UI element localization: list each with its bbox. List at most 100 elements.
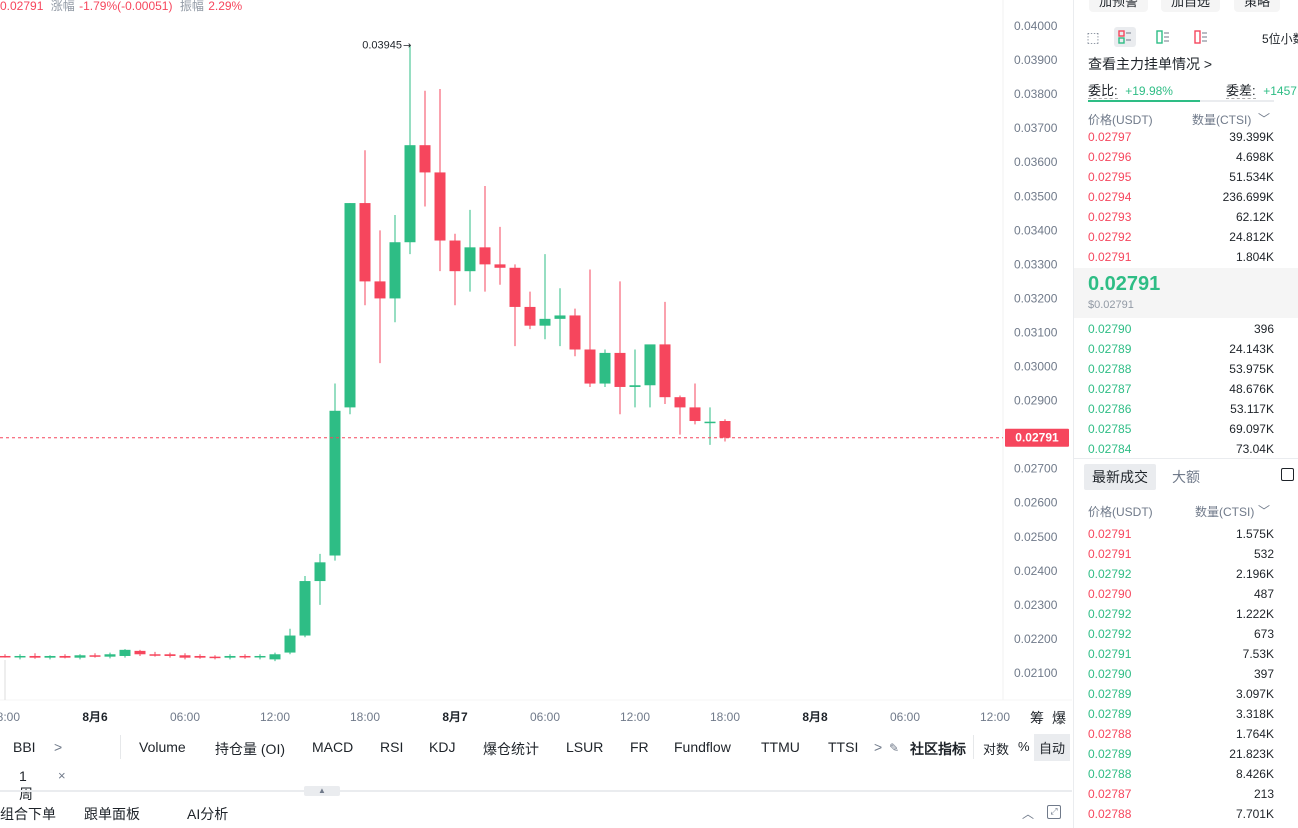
auto-scale-toggle[interactable]: 自动 [1034, 734, 1071, 761]
indicator-item[interactable]: RSI [380, 739, 404, 755]
order-row[interactable]: 0.02787 48.676K [1088, 379, 1274, 399]
order-row[interactable]: 0.02794 236.699K [1088, 187, 1274, 207]
order-row[interactable]: 0.02788 8.426K [1088, 764, 1274, 784]
order-row[interactable]: 0.02791 1.804K [1088, 247, 1274, 267]
order-row[interactable]: 0.02790 396 [1088, 319, 1274, 339]
panel-top-button[interactable]: 策略 [1234, 0, 1281, 12]
indicator-item[interactable]: 持仓量 (OI) [215, 741, 285, 757]
panel-top-button[interactable]: 加预警 [1089, 0, 1149, 12]
panel-top-button[interactable]: 加自选 [1161, 0, 1221, 12]
indicator-item[interactable]: Fundflow [674, 739, 731, 755]
row-price: 0.02792 [1088, 230, 1132, 244]
candle-body [59, 655, 71, 658]
order-row[interactable]: 0.02788 7.701K [1088, 804, 1274, 824]
collapse-handle-icon[interactable]: ▲ [304, 786, 340, 796]
panel-divider[interactable] [0, 790, 1072, 792]
order-row[interactable]: 0.02785 69.097K [1088, 419, 1274, 439]
percent-scale-toggle[interactable]: % [1018, 739, 1030, 754]
log-scale-toggle[interactable]: 对数 [983, 742, 1010, 757]
row-price: 0.02795 [1088, 170, 1132, 184]
indicator-item[interactable]: KDJ [429, 739, 456, 755]
chevron-down-icon[interactable]: ﹀ [1258, 504, 1271, 518]
indicator-item[interactable]: TTSI [828, 739, 859, 755]
trades-tab[interactable]: 最新成交 [1084, 464, 1156, 490]
order-row[interactable]: 0.02789 3.097K [1088, 684, 1274, 704]
axis-corner-button[interactable]: 筹 [1030, 710, 1044, 726]
order-row[interactable]: 0.02791 1.575K [1088, 524, 1274, 544]
layout-bids-icon[interactable] [1152, 27, 1174, 47]
indicator-item[interactable]: 爆仓统计 [483, 741, 539, 757]
order-row[interactable]: 0.02791 532 [1088, 544, 1274, 564]
layout-asks-icon[interactable] [1190, 27, 1212, 47]
order-row[interactable]: 0.02792 2.196K [1088, 564, 1274, 584]
order-row[interactable]: 0.02790 397 [1088, 664, 1274, 684]
row-quantity: 532 [1253, 547, 1274, 561]
indicator-item[interactable]: FR [630, 739, 649, 755]
row-quantity: 2.196K [1235, 567, 1274, 581]
order-row[interactable]: 0.02797 39.399K [1088, 127, 1274, 147]
large-trades-checkbox[interactable] [1281, 468, 1294, 481]
y-tick-label: 0.02200 [1014, 632, 1058, 646]
y-tick-label: 0.02300 [1014, 598, 1058, 612]
candlestick-chart[interactable]: 0.04000 0.03900 0.03800 0.03700 0.03600 0.035… [0, 0, 1072, 733]
edit-icon[interactable]: ✎ [889, 741, 900, 755]
row-quantity: 8.426K [1235, 767, 1274, 781]
chart-area[interactable]: 0.04000 0.03900 0.03800 0.03700 0.03600 0.035… [0, 0, 1072, 790]
order-row[interactable]: 0.02789 3.318K [1088, 704, 1274, 724]
candle-body [434, 172, 446, 241]
order-row[interactable]: 0.02792 673 [1088, 624, 1274, 644]
order-row[interactable]: 0.02795 51.534K [1088, 167, 1274, 187]
order-row[interactable]: 0.02792 1.222K [1088, 604, 1274, 624]
order-row[interactable]: 0.02786 53.117K [1088, 399, 1274, 419]
chevron-right-icon[interactable]: > [54, 739, 63, 755]
row-quantity: 397 [1253, 667, 1274, 681]
order-row[interactable]: 0.02796 4.698K [1088, 147, 1274, 167]
indicator-item[interactable]: TTMU [761, 739, 800, 755]
order-row[interactable]: 0.02788 53.975K [1088, 359, 1274, 379]
close-icon[interactable]: × [58, 768, 66, 783]
row-quantity: 73.04K [1235, 442, 1274, 456]
ai-analysis-tab[interactable]: AI分析 [187, 806, 229, 822]
row-price: 0.02797 [1088, 130, 1132, 144]
more-indicators-icon[interactable]: > [874, 739, 883, 755]
candle-body [134, 650, 146, 655]
row-price: 0.02791 [1088, 250, 1132, 264]
order-row[interactable]: 0.02789 21.823K [1088, 744, 1274, 764]
combo-order-tab[interactable]: 组合下单 [0, 806, 56, 822]
candle-body [269, 654, 281, 660]
order-row[interactable]: 0.02787 213 [1088, 784, 1274, 804]
indicator-item[interactable]: Volume [139, 739, 186, 755]
order-row[interactable]: 0.02790 487 [1088, 584, 1274, 604]
order-row[interactable]: 0.02793 62.12K [1088, 207, 1274, 227]
trades-header-qty[interactable]: 数量(CTSI) [1195, 505, 1255, 519]
arrow-right-icon: → [403, 41, 411, 52]
row-quantity: 53.117K [1230, 402, 1274, 416]
order-row[interactable]: 0.02789 24.143K [1088, 339, 1274, 359]
order-row[interactable]: 0.02784 73.04K [1088, 439, 1274, 459]
order-row[interactable]: 0.02792 24.812K [1088, 227, 1274, 247]
ob-header-qty[interactable]: 数量(CTSI) [1192, 113, 1252, 127]
decimals-selector[interactable]: 5位小数 [1262, 32, 1298, 46]
row-price: 0.02792 [1088, 627, 1132, 641]
y-tick-label: 0.03600 [1014, 155, 1058, 169]
last-price-panel: 0.02791 $0.02791 [1074, 268, 1298, 318]
depth-link[interactable]: 查看主力挂单情况 > [1088, 56, 1213, 72]
indicator-bbi[interactable]: BBI [13, 739, 36, 755]
row-price: 0.02791 [1088, 527, 1132, 541]
community-indicators-button[interactable]: 社区指标 [910, 741, 966, 757]
layout-both-icon[interactable] [1114, 27, 1136, 47]
chevron-down-icon[interactable]: ﹀ [1258, 112, 1271, 126]
maximize-icon[interactable]: ⤢ [1047, 805, 1061, 819]
copy-trading-tab[interactable]: 跟单面板 [84, 806, 140, 822]
indicator-item[interactable]: LSUR [566, 739, 604, 755]
layout-default-icon[interactable]: ⬚ [1086, 29, 1100, 45]
candle-body [329, 410, 341, 556]
order-row[interactable]: 0.02791 7.53K [1088, 644, 1274, 664]
large-trades-tab[interactable]: 大额 [1172, 469, 1200, 485]
y-tick-label: 0.03900 [1014, 53, 1058, 67]
x-tick-label: 06:00 [170, 710, 200, 724]
expand-up-icon[interactable]: ︿ [1022, 807, 1035, 821]
axis-corner-button[interactable]: 爆 [1052, 710, 1066, 726]
indicator-item[interactable]: MACD [312, 739, 354, 755]
order-row[interactable]: 0.02788 1.764K [1088, 724, 1274, 744]
